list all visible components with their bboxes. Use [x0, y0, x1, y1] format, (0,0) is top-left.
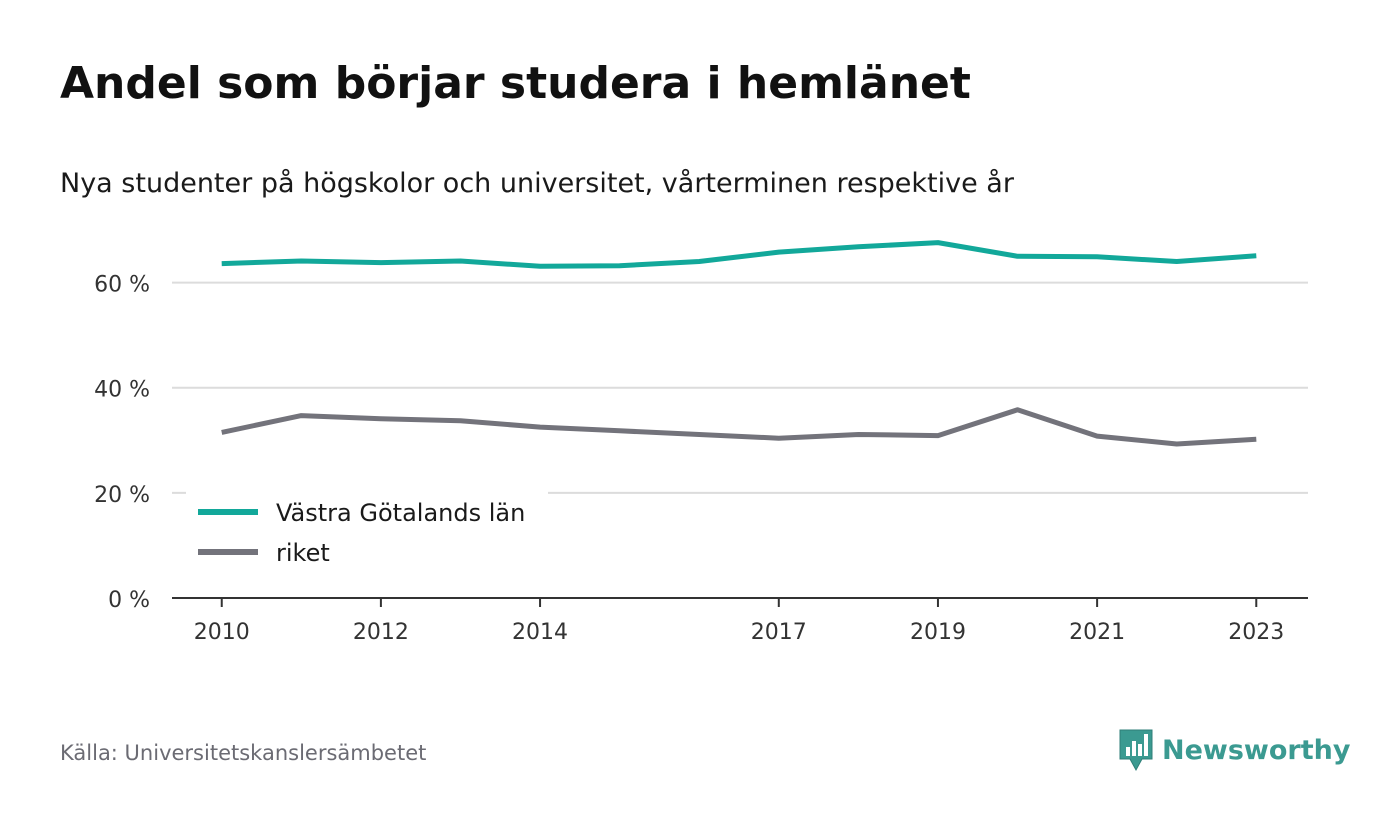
brand-name: Newsworthy — [1162, 734, 1351, 766]
source-note: Källa: Universitetskanslersämbetet — [60, 741, 427, 765]
y-tick-label: 0 % — [108, 588, 150, 613]
y-tick-label: 20 % — [94, 483, 150, 508]
series-line-1 — [221, 240, 1257, 269]
x-tick-label: 2019 — [910, 620, 966, 645]
brand-logo[interactable]: Newsworthy — [1118, 728, 1350, 772]
x-tick-label: 2010 — [194, 620, 250, 645]
newsworthy-logo-icon — [1119, 729, 1153, 772]
legend-background — [186, 488, 548, 576]
x-tick-label: 2012 — [353, 620, 409, 645]
y-tick-label: 60 % — [94, 273, 150, 298]
chart-subtitle: Nya studenter på högskolor och universit… — [60, 168, 1014, 199]
line-chart: 0 % 20 % 40 % 60 % 2010 2012 2014 2017 2019 2021 2… — [94, 240, 1308, 645]
legend-label-2: riket — [276, 539, 330, 567]
x-tick-label: 2021 — [1069, 620, 1125, 645]
chart-title: Andel som börjar studera i hemlänet — [60, 58, 971, 109]
legend-label-1: Västra Götalands län — [276, 499, 525, 527]
x-tick-label: 2023 — [1228, 620, 1284, 645]
x-tick-label: 2014 — [512, 620, 568, 645]
x-tick-label: 2017 — [751, 620, 807, 645]
y-tick-label: 40 % — [94, 378, 150, 403]
legend: Västra Götalands län riket — [186, 488, 548, 576]
series-line-2 — [221, 407, 1257, 447]
